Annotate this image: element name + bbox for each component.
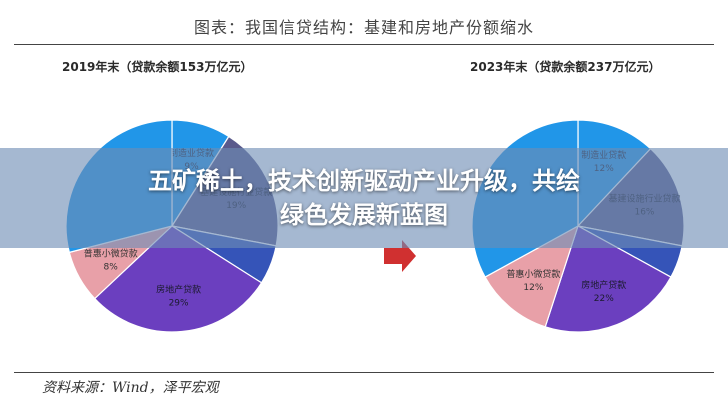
slice-value-1-3: 22% [594, 294, 614, 304]
pie-slice-0-3 [93, 225, 263, 333]
pie-slice-1-4 [484, 224, 580, 328]
headline-line-2: 绿色发展新蓝图 [280, 201, 448, 229]
slice-label-0-4: 普惠小微贷款 [84, 248, 138, 260]
slice-label-1-4: 普惠小微贷款 [506, 268, 560, 280]
arrow-icon [384, 240, 416, 272]
slice-label-0-3: 房地产贷款 [156, 284, 201, 296]
slice-value-1-4: 12% [523, 283, 543, 293]
right-chart-title: 2023年末（贷款余额237万亿元） [470, 60, 661, 74]
source-note: 资料来源：Wind，泽平宏观 [42, 380, 219, 396]
figure-title: 图表：我国信贷结构：基建和房地产份额缩水 [193, 18, 534, 37]
left-chart-title: 2019年末（贷款余额153万亿元） [62, 60, 253, 74]
headline-banner: 五矿稀土，技术创新驱动产业升级，共绘 绿色发展新蓝图 [0, 148, 728, 248]
pie-slice-1-3 [544, 225, 672, 333]
slice-value-0-4: 8% [104, 263, 119, 273]
headline-line-1: 五矿稀土，技术创新驱动产业升级，共绘 [148, 167, 580, 195]
top-rule [14, 44, 714, 45]
bottom-rule [14, 372, 714, 373]
slice-label-1-3: 房地产贷款 [581, 279, 626, 291]
slice-value-0-3: 29% [169, 299, 189, 309]
